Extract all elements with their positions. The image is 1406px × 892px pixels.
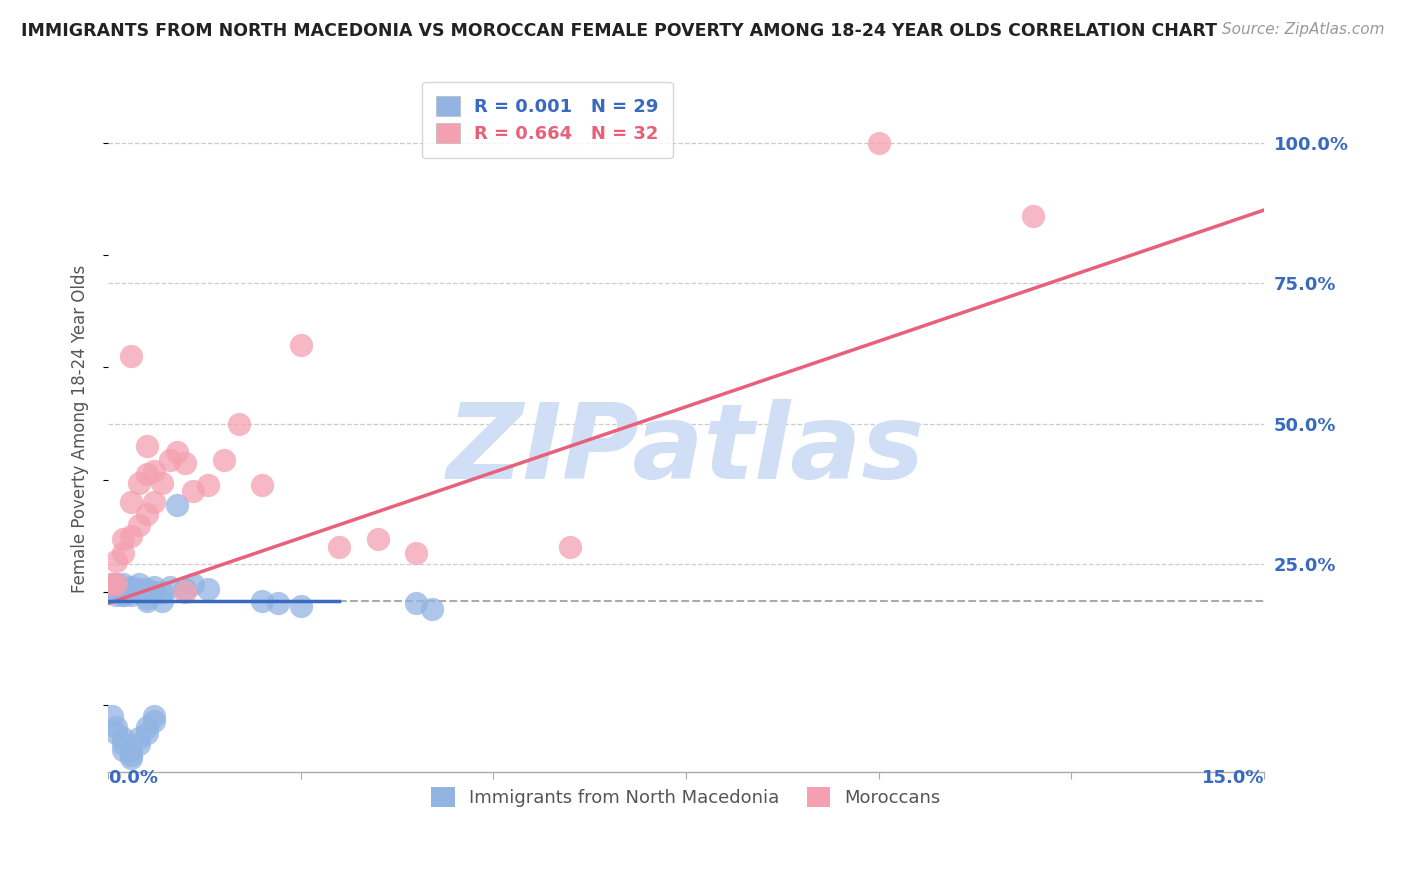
Point [128,576,150,591]
Point [181,483,204,498]
Point [104,576,127,591]
Point [143,495,166,509]
Point [405,597,427,611]
Legend: Immigrants from North Macedonia, Moroccans: Immigrants from North Macedonia, Morocca… [425,780,948,814]
Point [560,541,582,555]
Point [101,576,124,591]
Point [104,576,127,591]
Point [166,498,188,512]
Point [112,532,135,546]
Point [101,576,124,591]
Point [112,731,135,746]
Y-axis label: Female Poverty Among 18-24 Year Olds: Female Poverty Among 18-24 Year Olds [72,265,89,593]
Point [228,417,250,431]
Point [159,453,181,467]
Point [128,731,150,746]
Point [101,709,124,723]
Point [250,478,273,492]
Point [128,475,150,490]
Point [367,532,389,546]
Point [135,439,157,453]
Point [120,588,142,602]
Point [197,582,219,597]
Point [174,456,197,470]
Point [112,742,135,756]
Point [104,554,127,568]
Point [250,593,273,607]
Point [174,585,197,599]
Point [150,585,173,599]
Point [120,349,142,363]
Point [135,720,157,734]
Point [181,576,204,591]
Text: Source: ZipAtlas.com: Source: ZipAtlas.com [1222,22,1385,37]
Point [120,748,142,763]
Point [328,541,350,555]
Point [143,580,166,594]
Point [120,580,142,594]
Point [290,338,312,352]
Text: ZIPatlas: ZIPatlas [447,399,925,500]
Text: 0.0%: 0.0% [108,769,157,788]
Point [112,737,135,751]
Point [266,597,288,611]
Point [174,582,197,597]
Text: IMMIGRANTS FROM NORTH MACEDONIA VS MOROCCAN FEMALE POVERTY AMONG 18-24 YEAR OLDS: IMMIGRANTS FROM NORTH MACEDONIA VS MOROC… [21,22,1218,40]
Point [128,737,150,751]
Point [112,546,135,560]
Point [143,464,166,478]
Point [135,467,157,482]
Point [120,529,142,543]
Point [128,582,150,597]
Point [197,478,219,492]
Point [120,751,142,765]
Point [128,517,150,532]
Point [166,444,188,458]
Point [150,593,173,607]
Point [420,602,443,616]
Point [159,580,181,594]
Text: 15.0%: 15.0% [1202,769,1264,788]
Point [104,725,127,739]
Point [150,475,173,490]
Point [120,742,142,756]
Point [135,593,157,607]
Point [1022,209,1045,223]
Point [135,725,157,739]
Point [112,588,135,602]
Point [143,714,166,729]
Point [104,720,127,734]
Point [104,588,127,602]
Point [290,599,312,614]
Point [135,591,157,605]
Point [120,495,142,509]
Point [112,576,135,591]
Point [143,585,166,599]
Point [405,546,427,560]
Point [143,709,166,723]
Point [868,136,890,150]
Point [104,585,127,599]
Point [212,453,235,467]
Point [135,582,157,597]
Point [112,588,135,602]
Point [135,507,157,521]
Point [120,582,142,597]
